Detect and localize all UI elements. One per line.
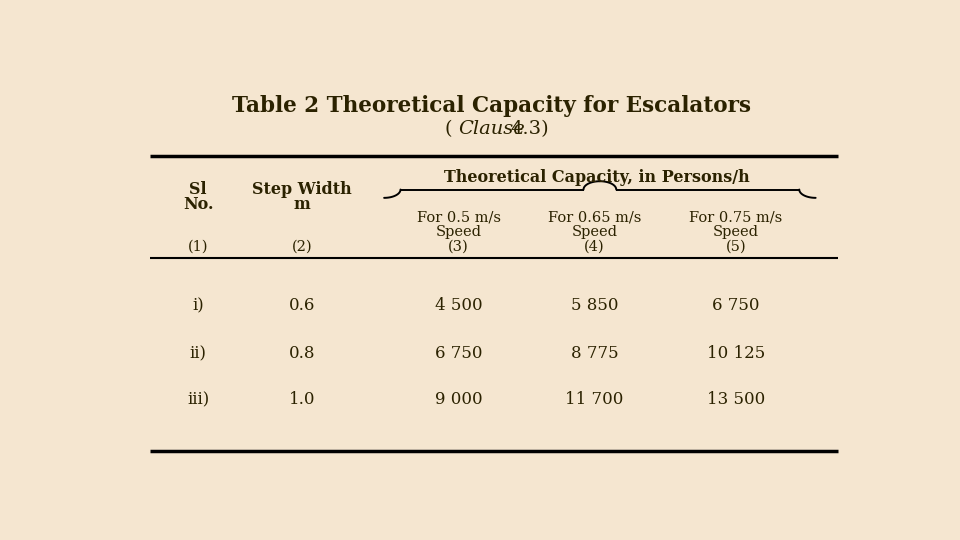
Text: Clause: Clause	[459, 120, 525, 138]
Text: 13 500: 13 500	[707, 391, 765, 408]
Text: 5 850: 5 850	[571, 298, 618, 314]
Text: (4): (4)	[585, 240, 605, 254]
Text: (: (	[444, 120, 452, 138]
Text: i): i)	[192, 298, 204, 314]
Text: Sl: Sl	[189, 181, 206, 198]
Text: ii): ii)	[190, 345, 206, 362]
Text: 6 750: 6 750	[712, 298, 759, 314]
Text: 0.8: 0.8	[289, 345, 316, 362]
Text: For 0.65 m/s: For 0.65 m/s	[548, 211, 641, 225]
Text: No.: No.	[182, 195, 213, 213]
Text: 4.3): 4.3)	[511, 120, 549, 138]
Text: 6 750: 6 750	[435, 345, 482, 362]
Text: 9 000: 9 000	[435, 391, 482, 408]
Text: Speed: Speed	[571, 225, 617, 239]
Text: (3): (3)	[448, 240, 468, 254]
Text: 1.0: 1.0	[289, 391, 316, 408]
Text: For 0.5 m/s: For 0.5 m/s	[417, 211, 500, 225]
Text: Step Width: Step Width	[252, 181, 352, 198]
Text: 4 500: 4 500	[435, 298, 482, 314]
Text: Theoretical Capacity, in Persons/h: Theoretical Capacity, in Persons/h	[444, 170, 750, 186]
Text: (5): (5)	[726, 240, 746, 254]
Text: Speed: Speed	[436, 225, 482, 239]
Text: 11 700: 11 700	[565, 391, 624, 408]
Text: Table 2 Theoretical Capacity for Escalators: Table 2 Theoretical Capacity for Escalat…	[232, 96, 752, 117]
Text: 10 125: 10 125	[707, 345, 765, 362]
Text: (2): (2)	[292, 240, 313, 254]
Text: 0.6: 0.6	[289, 298, 316, 314]
Text: 8 775: 8 775	[571, 345, 618, 362]
Text: (1): (1)	[188, 240, 208, 254]
Text: For 0.75 m/s: For 0.75 m/s	[689, 211, 782, 225]
Text: m: m	[294, 195, 311, 213]
Text: iii): iii)	[187, 391, 209, 408]
Text: Speed: Speed	[713, 225, 759, 239]
